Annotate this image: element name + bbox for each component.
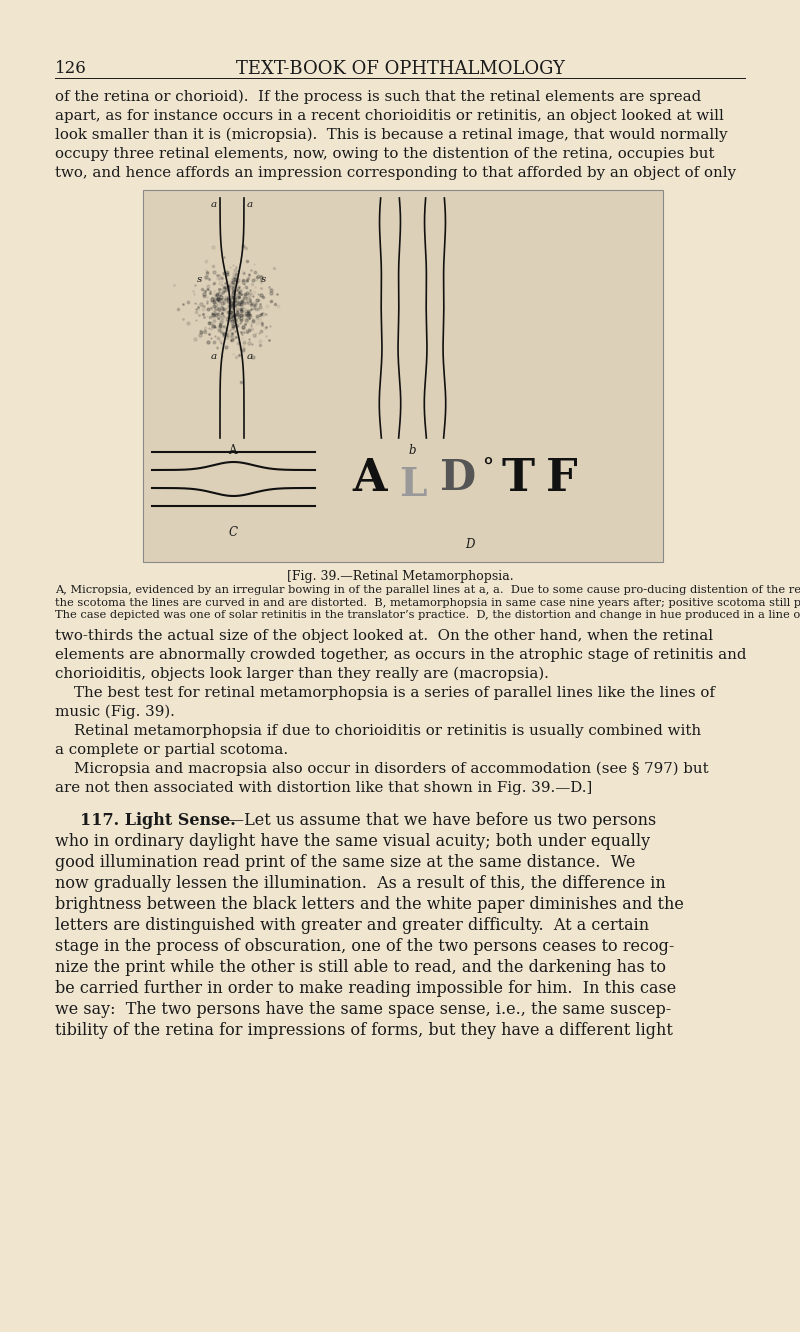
Text: be carried further in order to make reading impossible for him.  In this case: be carried further in order to make read…: [55, 980, 676, 996]
Text: of the retina or chorioid).  If the process is such that the retinal elements ar: of the retina or chorioid). If the proce…: [55, 91, 702, 104]
Text: A: A: [228, 444, 236, 457]
Text: tibility of the retina for impressions of forms, but they have a different light: tibility of the retina for impressions o…: [55, 1022, 673, 1039]
Text: D: D: [440, 457, 476, 500]
Text: [Fig. 39.—Retinal Metamorphopsia.: [Fig. 39.—Retinal Metamorphopsia.: [286, 570, 514, 583]
Text: who in ordinary daylight have the same visual acuity; both under equally: who in ordinary daylight have the same v…: [55, 832, 650, 850]
Text: L: L: [399, 466, 426, 503]
Text: nize the print while the other is still able to read, and the darkening has to: nize the print while the other is still …: [55, 959, 666, 976]
Text: s: s: [198, 274, 202, 284]
Text: Retinal metamorphopsia if due to chorioiditis or retinitis is usually combined w: Retinal metamorphopsia if due to chorioi…: [55, 725, 701, 738]
Text: a: a: [247, 200, 253, 209]
Text: brightness between the black letters and the white paper diminishes and the: brightness between the black letters and…: [55, 896, 684, 912]
Text: now gradually lessen the illumination.  As a result of this, the difference in: now gradually lessen the illumination. A…: [55, 875, 666, 892]
Text: letters are distinguished with greater and greater difficulty.  At a certain: letters are distinguished with greater a…: [55, 916, 649, 934]
Text: stage in the process of obscuration, one of the two persons ceases to recog-: stage in the process of obscuration, one…: [55, 938, 674, 955]
Text: D: D: [466, 538, 474, 551]
Text: apart, as for instance occurs in a recent chorioiditis or retinitis, an object l: apart, as for instance occurs in a recen…: [55, 109, 724, 123]
Text: 126: 126: [55, 60, 86, 77]
Text: The case depicted was one of solar retinitis in the translator’s practice.  D, t: The case depicted was one of solar retin…: [55, 610, 800, 619]
Text: music (Fig. 39).: music (Fig. 39).: [55, 705, 175, 719]
Text: chorioiditis, objects look larger than they really are (macropsia).: chorioiditis, objects look larger than t…: [55, 667, 549, 682]
Text: F: F: [546, 457, 578, 500]
Text: we say:  The two persons have the same space sense, i.e., the same suscep-: we say: The two persons have the same sp…: [55, 1002, 671, 1018]
Text: b: b: [408, 444, 416, 457]
Text: are not then associated with distortion like that shown in Fig. 39.—D.]: are not then associated with distortion …: [55, 781, 592, 795]
Text: The best test for retinal metamorphopsia is a series of parallel lines like the : The best test for retinal metamorphopsia…: [55, 686, 715, 701]
Text: occupy three retinal elements, now, owing to the distention of the retina, occup: occupy three retinal elements, now, owin…: [55, 147, 714, 161]
Text: T: T: [502, 457, 534, 500]
Text: the scotoma the lines are curved in and are distorted.  B, metamorphopsia in sam: the scotoma the lines are curved in and …: [55, 597, 800, 607]
Text: TEXT-BOOK OF OPHTHALMOLOGY: TEXT-BOOK OF OPHTHALMOLOGY: [235, 60, 565, 79]
Text: A, Micropsia, evidenced by an irregular bowing in of the parallel lines at a, a.: A, Micropsia, evidenced by an irregular …: [55, 583, 800, 594]
Bar: [143, 190, 663, 562]
Text: Micropsia and macropsia also occur in disorders of accommodation (see § 797) but: Micropsia and macropsia also occur in di…: [55, 762, 709, 777]
Text: look smaller than it is (micropsia).  This is because a retinal image, that woul: look smaller than it is (micropsia). Thi…: [55, 128, 728, 143]
Text: —Let us assume that we have before us two persons: —Let us assume that we have before us tw…: [228, 813, 656, 829]
Text: elements are abnormally crowded together, as occurs in the atrophic stage of ret: elements are abnormally crowded together…: [55, 647, 746, 662]
Text: two-thirds the actual size of the object looked at.  On the other hand, when the: two-thirds the actual size of the object…: [55, 629, 713, 643]
Text: a complete or partial scotoma.: a complete or partial scotoma.: [55, 743, 288, 757]
Text: good illumination read print of the same size at the same distance.  We: good illumination read print of the same…: [55, 854, 635, 871]
Text: s: s: [262, 274, 266, 284]
Text: 117. Light Sense.: 117. Light Sense.: [80, 813, 236, 829]
Text: a: a: [247, 352, 253, 361]
Text: two, and hence affords an impression corresponding to that afforded by an object: two, and hence affords an impression cor…: [55, 166, 736, 180]
Text: a: a: [211, 200, 217, 209]
Text: °: °: [482, 457, 494, 480]
Text: C: C: [229, 526, 238, 539]
Text: a: a: [211, 352, 217, 361]
Text: A: A: [353, 457, 387, 500]
